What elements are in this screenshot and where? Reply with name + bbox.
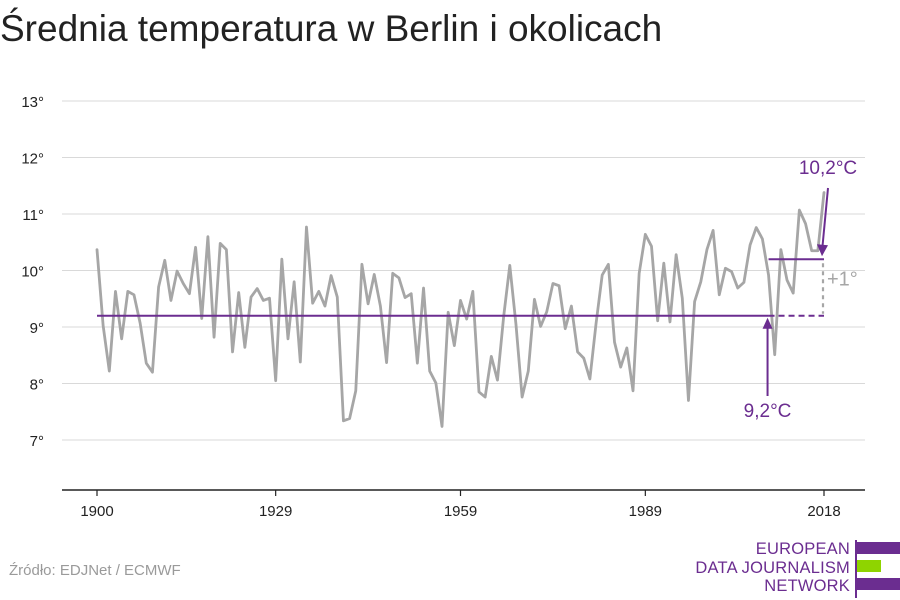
grid xyxy=(62,100,865,441)
edjnet-logo: EUROPEAN DATA JOURNALISM NETWORK xyxy=(695,540,900,600)
logo-bar-top xyxy=(857,542,900,554)
logo-vertical-bar xyxy=(855,540,857,598)
logo-line-2: DATA JOURNALISM xyxy=(695,558,850,577)
y-tick-label: 8° xyxy=(30,377,44,394)
y-axis: 7° 8° 9° 10° 11° 12° 13° xyxy=(21,94,44,450)
x-tick-label: 1959 xyxy=(444,503,477,520)
logo-line-3: NETWORK xyxy=(764,577,850,595)
chart-title: Średnia temperatura w Berlin i okolicach xyxy=(0,8,663,49)
recent-label: 10,2°C xyxy=(799,158,857,179)
x-tick-label: 1900 xyxy=(80,503,113,520)
logo-bar-middle xyxy=(857,560,881,572)
x-axis: 1900 1929 1959 1989 2018 xyxy=(62,489,865,520)
annotations: +1° 9,2°C 10,2°C xyxy=(97,158,858,422)
baseline-label: 9,2°C xyxy=(744,401,792,422)
recent-arrow-head xyxy=(817,244,828,257)
y-tick-label: 10° xyxy=(21,264,44,281)
y-tick-label: 11° xyxy=(22,207,44,224)
series-group xyxy=(95,191,826,428)
y-tick-label: 13° xyxy=(21,94,44,111)
x-tick-label: 1989 xyxy=(629,503,662,520)
logo-bar-bottom xyxy=(857,578,900,590)
logo-mark xyxy=(850,540,900,600)
x-tick-label: 2018 xyxy=(807,503,840,520)
x-tick-label: 1929 xyxy=(259,503,292,520)
y-tick-label: 9° xyxy=(30,320,44,337)
baseline-arrow-head xyxy=(762,317,773,329)
y-tick-label: 12° xyxy=(21,151,44,168)
y-tick-label: 7° xyxy=(30,433,44,450)
logo-line-1: EUROPEAN xyxy=(755,540,850,558)
source-note: Źródło: EDJNet / ECMWF xyxy=(9,562,181,579)
temperature-series-line xyxy=(95,191,826,428)
delta-label: +1° xyxy=(827,268,858,290)
recent-arrow-shaft xyxy=(821,187,829,246)
logo-wordmark: EUROPEAN DATA JOURNALISM NETWORK xyxy=(695,540,850,596)
